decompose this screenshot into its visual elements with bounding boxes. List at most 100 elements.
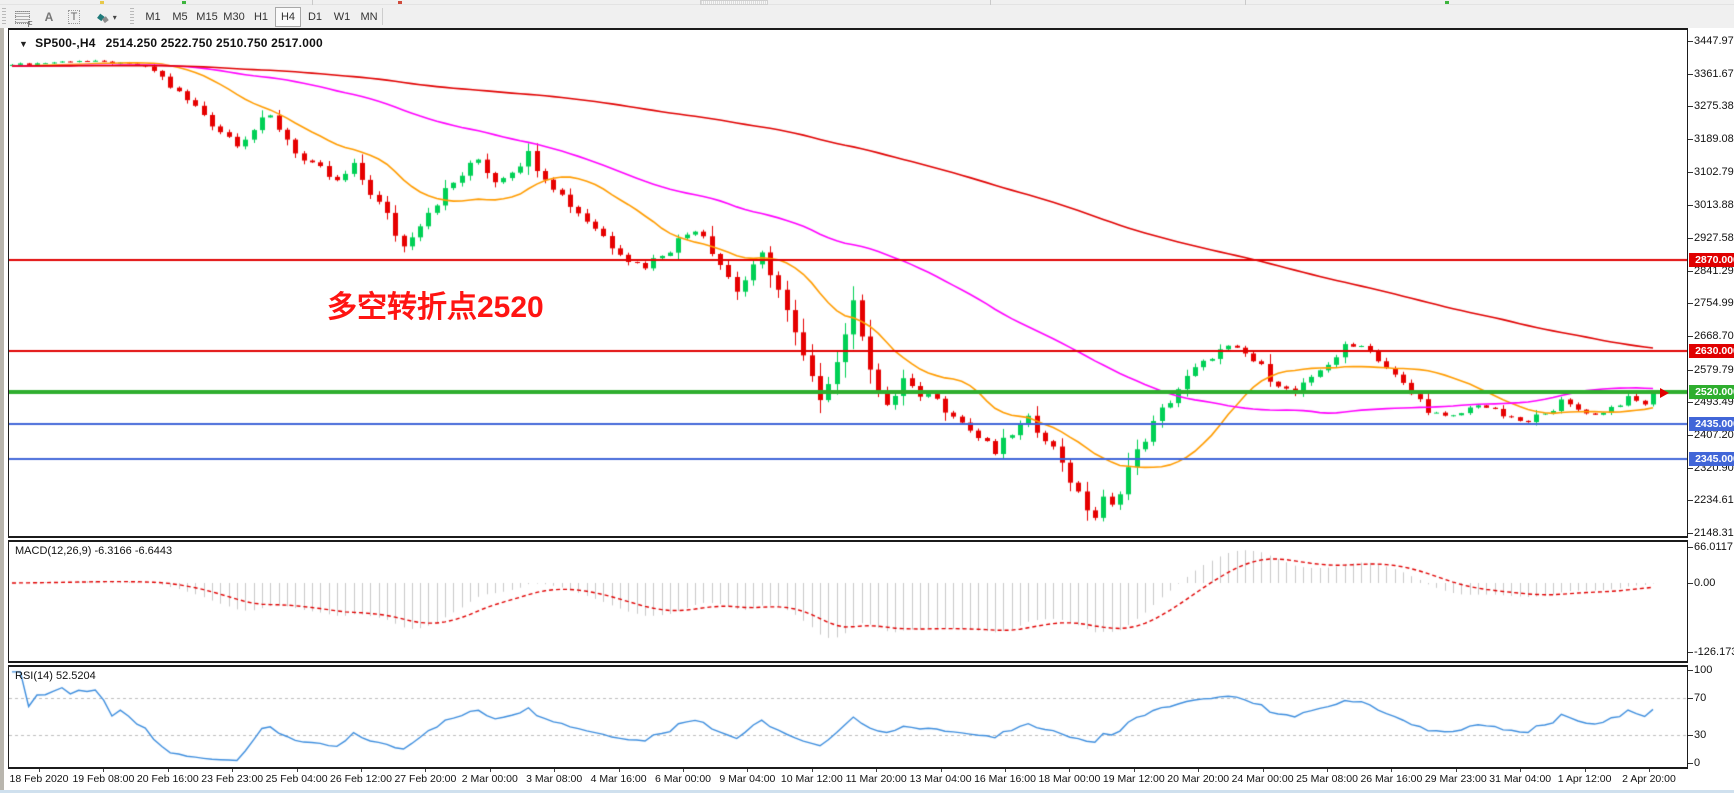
timeframe-button-m30[interactable]: M30 (223, 11, 245, 23)
macd-axis-label: 0.00 (1694, 577, 1716, 589)
time-axis-label: 3 Mar 08:00 (526, 773, 583, 785)
timeframe-button-h1[interactable]: H1 (253, 11, 269, 23)
price-axis-tick (1688, 171, 1693, 173)
time-axis-label: 1 Apr 12:00 (1557, 773, 1612, 785)
time-axis-label: 19 Feb 08:00 (72, 773, 135, 785)
price-axis-label: 2407.200 (1694, 428, 1734, 441)
time-axis-label: 10 Mar 12:00 (780, 773, 843, 785)
time-axis-label: 27 Feb 20:00 (394, 773, 457, 785)
time-axis-label: 18 Mar 00:00 (1038, 773, 1101, 785)
chart-text-annotation[interactable]: 多空转折点2520 (327, 291, 544, 324)
price-axis-tick (1688, 434, 1693, 436)
price-axis-label: 3013.880 (1694, 199, 1734, 212)
price-axis-tick (1688, 467, 1693, 469)
collapse-arrow-icon[interactable]: ▼ (19, 39, 29, 49)
grid-properties-button[interactable]: F (10, 7, 34, 29)
toolbar-drag-handle[interactable] (130, 8, 134, 25)
clipped-icon (398, 1, 402, 4)
macd-axis-tick (1688, 547, 1693, 548)
hline-price-badge: 2520.000 (1689, 385, 1734, 400)
current-price-arrow-icon (1660, 388, 1669, 399)
price-axis-tick (1688, 369, 1693, 371)
time-axis-tick (1133, 769, 1135, 772)
price-axis-tick (1688, 73, 1693, 75)
price-axis-label: 3102.790 (1694, 165, 1734, 178)
price-axis-tick (1688, 41, 1693, 42)
macd-axis-label: -126.173 (1694, 645, 1734, 658)
time-axis-tick (1584, 769, 1586, 772)
time-axis-label: 11 Mar 20:00 (845, 773, 907, 785)
price-axis-tick (1688, 336, 1693, 337)
time-axis-label: 25 Mar 08:00 (1296, 773, 1358, 785)
time-axis-tick (232, 769, 234, 772)
timeframe-button-d1[interactable]: D1 (307, 11, 323, 23)
price-axis-label: 3447.970 (1694, 35, 1734, 47)
font-tool-button[interactable]: A (38, 7, 60, 27)
text-label-tool-button[interactable]: T (62, 7, 86, 27)
rsi-axis-tick (1688, 735, 1693, 737)
price-axis-label: 2148.315 (1694, 527, 1734, 539)
time-axis-tick (1520, 769, 1522, 772)
main-chart-panel[interactable]: ▼ SP500-,H4 2514.250 2522.750 2510.750 251… (8, 28, 1688, 538)
rsi-axis-label: 70 (1694, 691, 1707, 704)
time-axis-label: 24 Mar 00:00 (1231, 773, 1294, 785)
timeframe-button-m1[interactable]: M1 (145, 11, 161, 23)
time-axis-tick (1649, 769, 1650, 772)
symbol-timeframe-label: SP500-,H4 (35, 36, 96, 50)
grid-f-label: F (27, 19, 33, 29)
price-axis-label: 2234.610 (1694, 494, 1734, 507)
hline-price-badge: 2630.000 (1689, 343, 1734, 358)
arrows-objects-button[interactable]: ◆ ◆ ▾ (90, 7, 124, 27)
price-chart-canvas[interactable] (9, 30, 1687, 536)
time-axis-tick (296, 769, 298, 772)
macd-canvas[interactable] (9, 542, 1687, 661)
macd-indicator-panel[interactable]: MACD(12,26,9) -6.3166 -6.6443 (8, 540, 1688, 663)
rsi-canvas[interactable] (9, 667, 1687, 767)
time-axis-tick (167, 769, 169, 772)
time-axis-label: 4 Mar 16:00 (590, 773, 647, 785)
rsi-axis-label: 100 (1694, 664, 1713, 676)
hline-price-badge: 2435.000 (1689, 417, 1734, 432)
ohlc-values: 2514.250 2522.750 2510.750 2517.000 (105, 36, 323, 50)
time-axis-label: 23 Feb 23:00 (201, 773, 264, 785)
toolbar-separator (1245, 0, 1246, 5)
timeframe-button-mn[interactable]: MN (360, 11, 378, 23)
time-axis[interactable]: 18 Feb 2020 19 Feb 08:00 20 Feb 16:00 23 Fe… (8, 769, 1688, 790)
price-axis-tick (1688, 106, 1693, 108)
time-axis-label: 31 Mar 04:00 (1489, 773, 1552, 785)
price-axis-tick (1688, 303, 1693, 305)
timeframe-button-w1[interactable]: W1 (333, 11, 351, 23)
price-axis-label: 2754.995 (1694, 297, 1734, 310)
font-a-icon: A (44, 10, 54, 24)
timeframe-button-h4[interactable]: H4 (275, 7, 301, 27)
rsi-axis-tick (1688, 670, 1693, 671)
time-axis-tick (39, 769, 40, 772)
price-axis-label: 3361.675 (1694, 67, 1734, 80)
text-tool-icon: T (67, 10, 81, 24)
timeframe-button-m15[interactable]: M15 (196, 11, 218, 23)
window-bottom-edge (0, 790, 1734, 793)
price-axis-tick (1688, 533, 1693, 534)
chart-toolbar: F A T ◆ ◆ ▾ M1 M5 M15 M30 H1 H4 D1 W1 MN (0, 6, 1734, 29)
toolbar-separator (312, 0, 313, 5)
time-axis-tick (425, 769, 427, 772)
time-axis-tick (489, 769, 491, 772)
toolbar-drag-handle[interactable] (2, 8, 6, 25)
clipped-control (700, 0, 768, 5)
price-axis-label: 2668.700 (1694, 330, 1734, 342)
clipped-icon (182, 1, 186, 4)
price-axis-label: 3275.380 (1694, 100, 1734, 113)
clipped-icon (100, 1, 104, 4)
time-axis-tick (1198, 769, 1200, 772)
grid-icon: F (14, 10, 33, 29)
time-axis-tick (361, 769, 362, 772)
rsi-axis-label: 30 (1694, 729, 1707, 742)
price-axis-label: 2841.290 (1694, 264, 1734, 277)
time-axis-label: 2 Mar 00:00 (461, 773, 518, 785)
price-axis-tick (1688, 205, 1693, 207)
timeframe-button-m5[interactable]: M5 (172, 11, 188, 23)
macd-axis-tick (1688, 651, 1693, 653)
rsi-indicator-panel[interactable]: RSI(14) 52.5204 (8, 665, 1688, 769)
rsi-axis-tick (1688, 763, 1693, 764)
